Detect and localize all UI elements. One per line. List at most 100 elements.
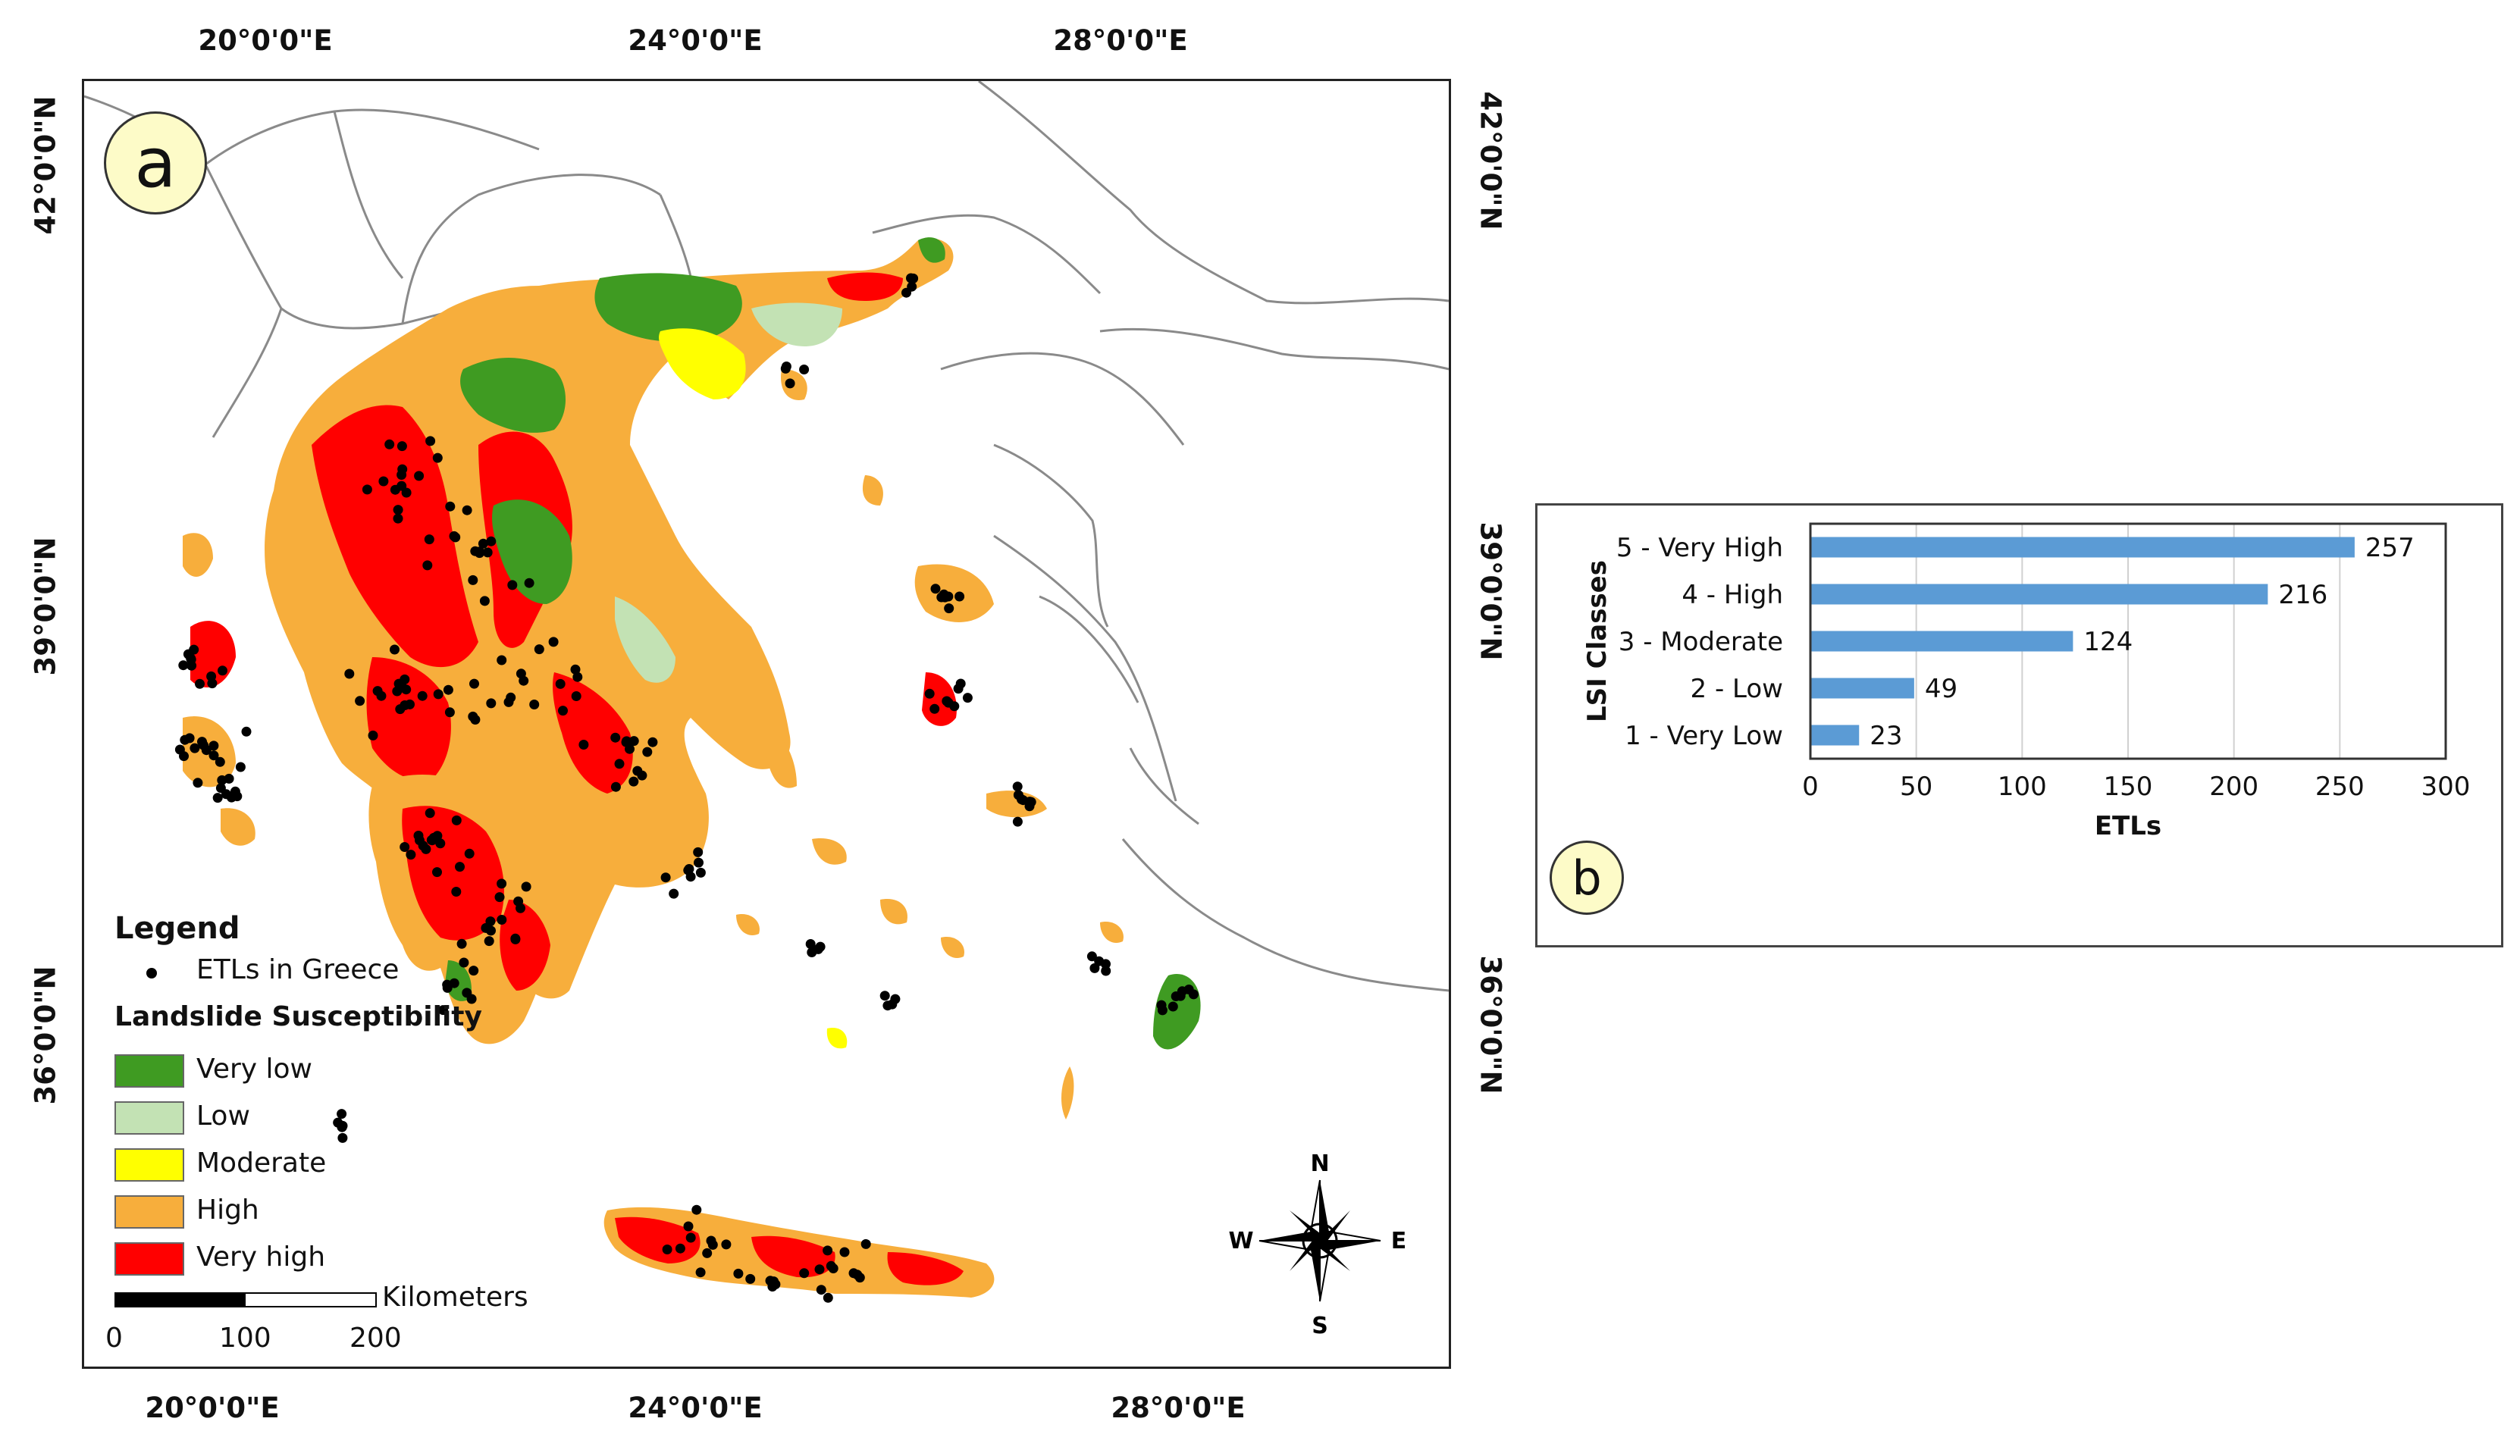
etl-point	[953, 684, 964, 694]
lat-label-left-42: 42°0'0"N	[29, 96, 62, 235]
etl-points	[174, 273, 1199, 1303]
etl-point	[433, 689, 444, 700]
etl-point	[413, 831, 424, 841]
etl-point	[879, 991, 890, 1001]
etl-point	[839, 1247, 850, 1257]
etl-point	[417, 690, 428, 701]
etl-point	[572, 672, 583, 682]
etl-point	[396, 441, 407, 452]
etl-point	[683, 1221, 694, 1232]
etl-point	[208, 741, 219, 751]
etl-point	[1101, 966, 1111, 976]
etl-point	[479, 596, 490, 606]
compass-s: S	[1312, 1313, 1328, 1339]
etl-point	[669, 888, 679, 899]
scale-bar-unit: Kilometers	[382, 1282, 528, 1313]
etl-point	[733, 1268, 744, 1279]
category-label: 4 - High	[1682, 580, 1783, 610]
etl-point	[929, 703, 940, 714]
etl-point	[534, 644, 544, 655]
etl-point	[890, 994, 901, 1004]
etl-point	[376, 690, 387, 701]
etl-point	[378, 476, 389, 487]
panel-b-badge: b	[1550, 841, 1624, 915]
chart-category-labels: 5 - Very High 4 - High 3 - Moderate 2 - Low…	[1616, 533, 1783, 751]
etl-point	[610, 732, 621, 743]
etl-point	[570, 664, 581, 675]
etl-point	[1012, 816, 1023, 827]
plot-frame	[1809, 522, 2447, 760]
etl-point	[675, 1243, 685, 1254]
etl-point	[695, 1267, 706, 1278]
etl-point	[1012, 781, 1023, 792]
bar	[1810, 678, 1914, 699]
etl-point	[368, 730, 378, 741]
etl-point	[907, 281, 917, 292]
etl-point	[444, 707, 455, 718]
etl-point	[1157, 1005, 1168, 1016]
etl-point	[647, 737, 658, 747]
etl-point	[212, 793, 223, 803]
etl-point	[662, 1245, 672, 1254]
etl-point	[195, 678, 205, 689]
etl-point	[393, 678, 404, 689]
category-label: 5 - Very High	[1616, 533, 1783, 563]
etl-point-symbol	[146, 968, 157, 978]
etl-point	[1094, 956, 1105, 966]
etl-point	[962, 693, 973, 703]
etl-point	[469, 966, 479, 976]
lon-label-bottom-28: 28°0'0"E	[1111, 1392, 1246, 1424]
lon-label-bottom-20: 20°0'0"E	[145, 1392, 280, 1424]
etl-point	[685, 1232, 696, 1243]
etl-point	[401, 487, 412, 498]
etl-point	[486, 698, 497, 709]
legend-swatch-high	[114, 1195, 184, 1229]
lon-label-top-20: 20°0'0"E	[198, 24, 333, 57]
etl-point	[206, 671, 217, 681]
lon-label-top-28: 28°0'0"E	[1053, 24, 1188, 57]
scale-tick-100: 100	[219, 1323, 271, 1354]
legend-label-high: High	[196, 1195, 259, 1226]
category-label: 1 - Very Low	[1625, 721, 1783, 751]
etl-point	[628, 776, 639, 787]
lat-label-left-36: 36°0'0"N	[29, 966, 62, 1105]
etl-point	[221, 789, 231, 800]
legend-susceptibility-title: Landslide Susceptibility	[114, 1001, 482, 1032]
etl-point	[478, 538, 488, 549]
etl-point	[481, 922, 491, 933]
scale-tick-200: 200	[349, 1323, 402, 1354]
etl-point	[507, 580, 518, 590]
etl-point	[393, 505, 403, 515]
panel-a-badge: a	[104, 111, 207, 214]
etl-point	[449, 531, 459, 541]
etl-lsi-bar-chart: 257 216 124 49 23 5 - Very High 4 - High 3 - M…	[1582, 522, 2471, 841]
etl-point	[235, 762, 246, 772]
etl-point	[424, 534, 434, 545]
x-tick-label: 200	[2209, 772, 2258, 802]
etl-point	[519, 675, 529, 686]
etl-point	[396, 470, 407, 480]
etl-point	[414, 471, 425, 481]
etl-point	[625, 744, 635, 754]
x-tick-label: 300	[2421, 772, 2471, 802]
etl-point	[642, 747, 653, 757]
legend-label-moderate: Moderate	[196, 1148, 327, 1179]
etl-point	[390, 644, 400, 655]
legend-title: Legend	[114, 911, 240, 946]
category-label: 2 - Low	[1691, 674, 1783, 704]
etl-point	[767, 1282, 778, 1292]
etl-point	[702, 1248, 713, 1258]
etl-point	[571, 691, 581, 701]
etl-point	[497, 878, 507, 889]
legend-label-very-high: Very high	[196, 1242, 326, 1273]
etl-point	[578, 740, 589, 750]
lat-label-right-39: 39°0'0"N	[1474, 521, 1507, 661]
scale-bar	[114, 1292, 377, 1307]
chart-panel: 257 216 124 49 23 5 - Very High 4 - High 3 - M…	[1535, 503, 2503, 947]
chart-bars: 257 216 124 49 23	[1810, 533, 2415, 751]
bar-value-label: 124	[2083, 627, 2133, 657]
legend-swatch-very-low	[114, 1054, 184, 1088]
etl-point	[469, 678, 479, 689]
etl-point	[943, 697, 954, 708]
etl-point	[854, 1273, 865, 1283]
